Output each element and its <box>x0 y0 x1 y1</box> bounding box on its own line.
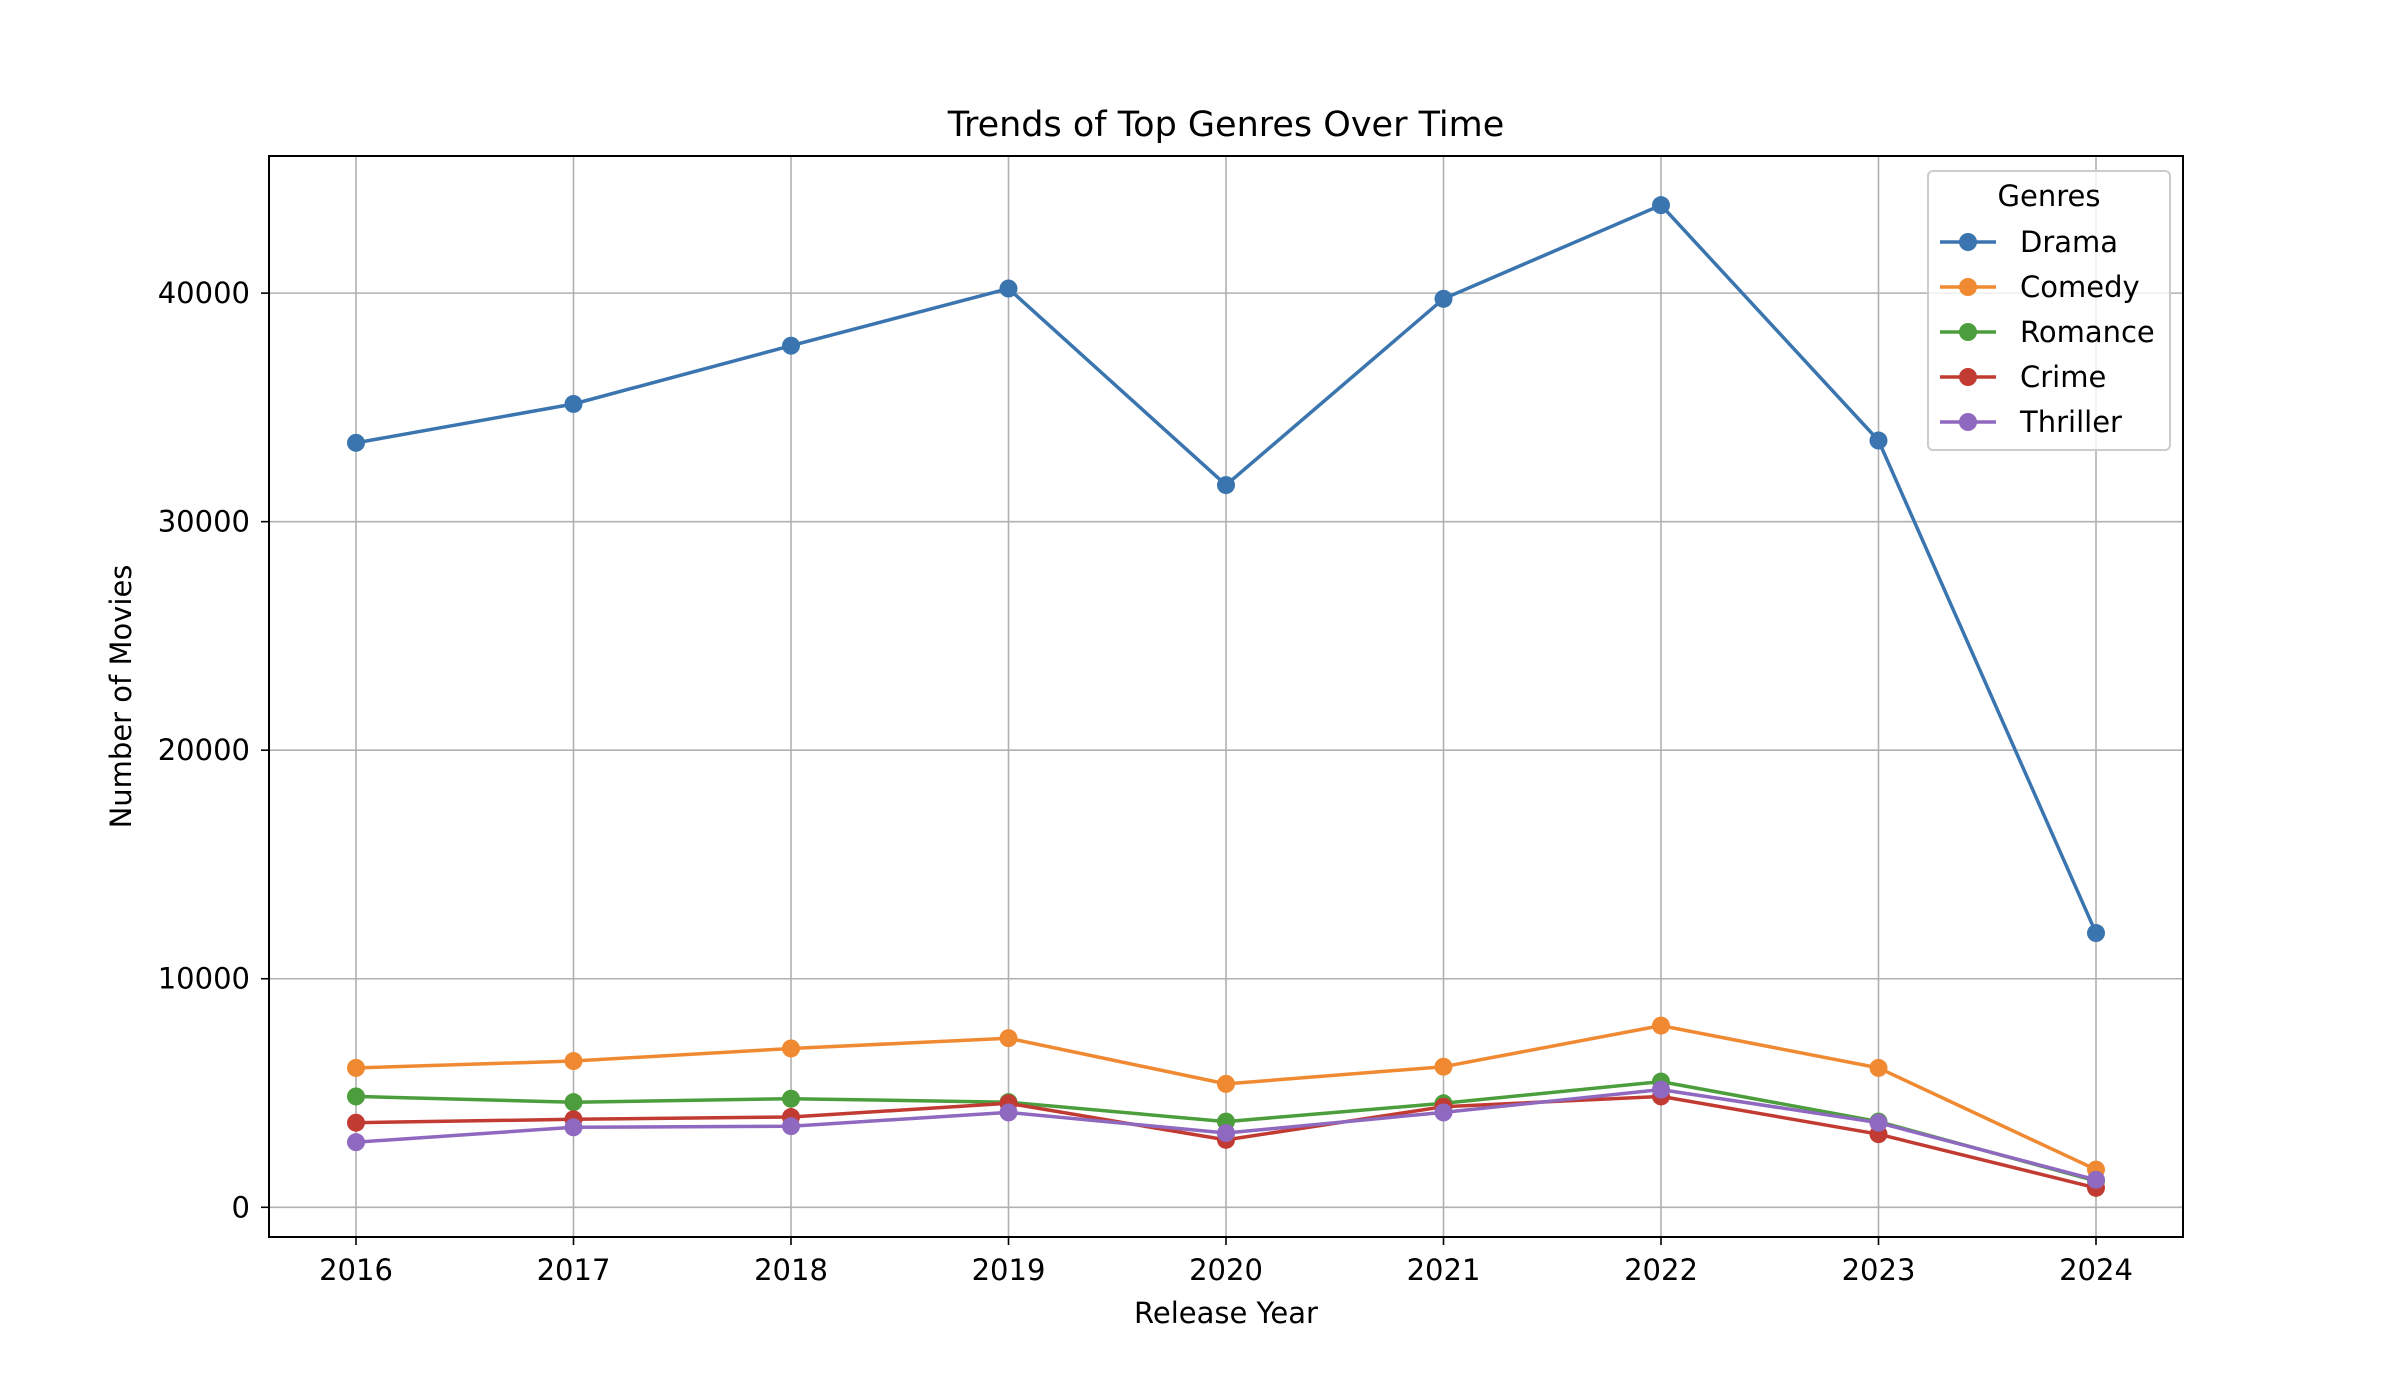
data-point-comedy <box>1217 1074 1235 1093</box>
legend-item-drama: Drama <box>1940 225 2118 259</box>
y-tick-label: 10000 <box>158 962 250 996</box>
legend-title: Genres <box>1998 179 2101 213</box>
series-comedy <box>347 1016 2105 1179</box>
data-point-thriller <box>1869 1113 1888 1132</box>
data-point-comedy <box>1652 1016 1670 1035</box>
legend-marker-romance <box>1959 323 1977 341</box>
y-axis-label: Number of Movies <box>104 565 138 829</box>
legend-marker-drama <box>1959 233 1977 251</box>
series-group <box>347 196 2105 1197</box>
data-point-comedy <box>1434 1057 1453 1076</box>
data-point-drama <box>347 433 365 452</box>
legend-item-crime: Crime <box>1940 360 2106 394</box>
data-point-thriller <box>782 1117 800 1136</box>
data-point-comedy <box>1869 1058 1888 1077</box>
series-thriller <box>347 1080 2105 1189</box>
data-point-thriller <box>1217 1124 1235 1143</box>
data-point-comedy <box>564 1052 583 1071</box>
x-tick-label: 2020 <box>1189 1253 1263 1287</box>
y-tick-label: 40000 <box>158 276 250 310</box>
data-point-comedy <box>999 1029 1018 1048</box>
x-tick-label: 2021 <box>1407 1253 1481 1287</box>
series-drama <box>347 196 2105 943</box>
data-point-romance <box>564 1093 583 1112</box>
legend: Genres Drama Comedy Romance Crime Thriller <box>1927 170 2171 451</box>
chart-title: Trends of Top Genres Over Time <box>947 105 1505 145</box>
data-point-drama <box>1217 476 1235 495</box>
legend-label-crime: Crime <box>2020 360 2106 394</box>
legend-label-comedy: Comedy <box>2020 270 2140 304</box>
x-tick-label: 2016 <box>319 1253 393 1287</box>
data-point-drama <box>782 336 800 355</box>
data-point-thriller <box>564 1118 583 1137</box>
axis-ticks: 2016 2017 2018 2019 2020 2021 2022 2023 2024 0 100… <box>158 276 2133 1287</box>
data-point-comedy <box>782 1039 800 1058</box>
x-axis-label: Release Year <box>1134 1296 1318 1330</box>
data-point-drama <box>564 394 583 413</box>
data-point-drama <box>2087 924 2105 943</box>
data-point-comedy <box>347 1058 365 1077</box>
data-point-romance <box>782 1089 800 1108</box>
y-tick-label: 30000 <box>158 505 250 539</box>
data-point-romance <box>347 1087 365 1106</box>
legend-label-drama: Drama <box>2020 225 2118 259</box>
legend-label-romance: Romance <box>2020 315 2155 349</box>
y-tick-label: 20000 <box>158 733 250 767</box>
data-point-drama <box>999 279 1018 298</box>
data-point-crime <box>347 1113 365 1132</box>
legend-item-romance: Romance <box>1940 315 2155 349</box>
data-point-drama <box>1869 431 1888 450</box>
data-point-thriller <box>999 1103 1018 1122</box>
legend-item-comedy: Comedy <box>1940 270 2140 304</box>
data-point-thriller <box>1434 1103 1453 1122</box>
x-tick-label: 2024 <box>2059 1253 2133 1287</box>
data-point-thriller <box>347 1133 365 1152</box>
legend-marker-crime <box>1959 368 1977 386</box>
y-tick-label: 0 <box>232 1190 250 1224</box>
data-point-drama <box>1652 196 1670 215</box>
x-tick-label: 2019 <box>972 1253 1046 1287</box>
x-tick-label: 2022 <box>1624 1253 1698 1287</box>
legend-marker-thriller <box>1959 413 1977 431</box>
x-tick-label: 2018 <box>754 1253 828 1287</box>
data-point-drama <box>1434 289 1453 308</box>
data-point-thriller <box>1652 1080 1670 1099</box>
x-tick-label: 2023 <box>1842 1253 1916 1287</box>
x-tick-label: 2017 <box>537 1253 611 1287</box>
data-point-thriller <box>2087 1170 2105 1189</box>
legend-label-thriller: Thriller <box>2019 405 2122 439</box>
legend-item-thriller: Thriller <box>1940 405 2122 439</box>
legend-marker-comedy <box>1959 278 1977 296</box>
